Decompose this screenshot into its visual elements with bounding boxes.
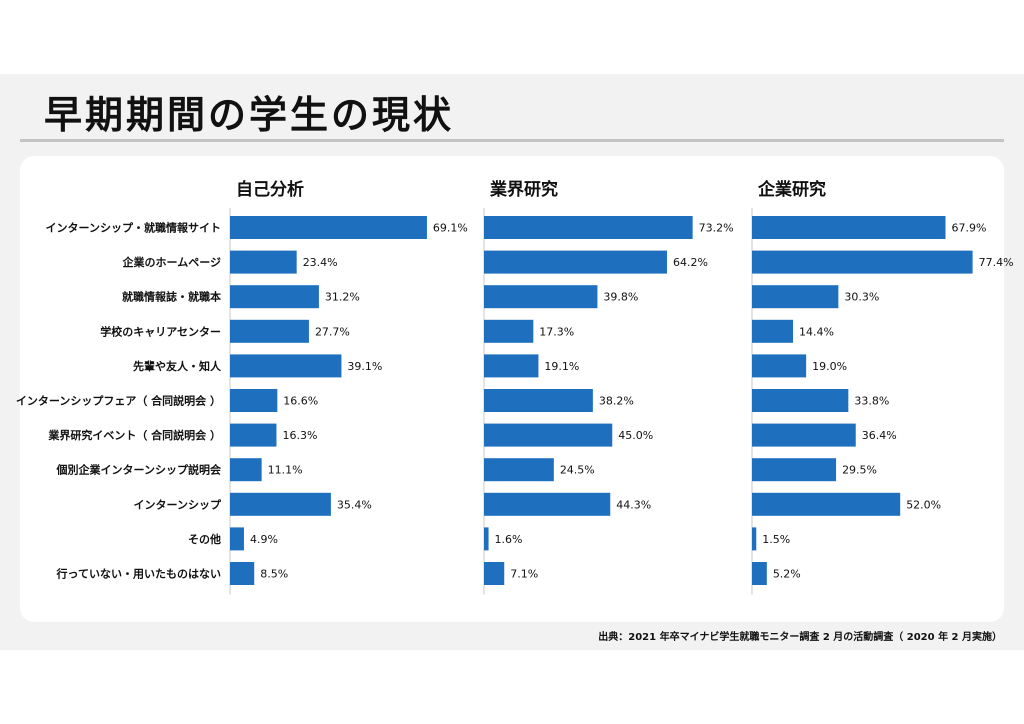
data-label: 39.1% <box>347 360 382 373</box>
category-label: 企業のホームページ <box>122 255 221 269</box>
bar <box>230 423 277 447</box>
bar <box>484 389 593 412</box>
data-label: 67.9% <box>952 222 987 235</box>
data-label: 33.8% <box>854 395 889 408</box>
bar <box>752 354 807 378</box>
bar <box>230 492 331 516</box>
bar <box>484 250 667 274</box>
title-divider <box>20 139 1004 142</box>
data-label: 38.2% <box>599 395 634 408</box>
bar <box>752 250 973 274</box>
data-label: 14.4% <box>799 325 834 338</box>
bar <box>752 319 794 343</box>
bar <box>230 319 309 343</box>
category-label: インターンシップフェア（ 合同説明会 ） <box>16 394 221 408</box>
data-label: 16.3% <box>282 429 317 442</box>
data-label: 36.4% <box>862 429 897 442</box>
data-label: 19.0% <box>812 360 847 373</box>
bar <box>230 458 262 482</box>
data-label: 69.1% <box>433 222 468 235</box>
bar <box>230 216 427 239</box>
data-label: 8.5% <box>260 568 288 581</box>
panel-title: 企業研究 <box>757 179 826 200</box>
data-label: 73.2% <box>699 222 734 235</box>
bar <box>230 285 319 309</box>
data-label: 45.0% <box>618 429 653 442</box>
data-label: 1.6% <box>495 533 523 546</box>
data-label: 16.6% <box>283 395 318 408</box>
bar <box>752 458 837 482</box>
bar <box>484 319 534 343</box>
data-label: 24.5% <box>560 464 595 477</box>
data-label: 27.7% <box>315 325 350 338</box>
bar <box>230 527 244 551</box>
bar <box>484 562 505 585</box>
data-label: 7.1% <box>510 568 538 581</box>
data-label: 52.0% <box>906 498 941 511</box>
bar <box>230 389 278 412</box>
bar <box>484 527 489 551</box>
bar <box>230 562 255 585</box>
bar <box>752 216 946 239</box>
bar <box>484 216 693 239</box>
bar <box>484 492 611 516</box>
data-label: 4.9% <box>250 533 278 546</box>
data-label: 19.1% <box>544 360 579 373</box>
panel-title: 自己分析 <box>236 179 304 200</box>
bar <box>752 492 901 516</box>
data-label: 35.4% <box>337 498 372 511</box>
bar <box>230 354 342 378</box>
bar <box>752 562 767 585</box>
category-label: 就職情報誌・就職本 <box>122 290 221 304</box>
bar <box>752 527 757 551</box>
data-label: 30.3% <box>844 291 879 304</box>
category-label: 学校のキャリアセンター <box>100 324 221 338</box>
category-label: インターンシップ・就職情報サイト <box>46 221 221 235</box>
data-label: 29.5% <box>842 464 877 477</box>
data-label: 1.5% <box>762 533 790 546</box>
category-label: 個別企業インターンシップ説明会 <box>56 463 222 477</box>
bar <box>230 250 297 274</box>
data-label: 5.2% <box>773 568 801 581</box>
category-label: インターンシップ <box>134 497 222 511</box>
page-title: 早期期間の学生の現状 <box>44 93 455 137</box>
data-label: 39.8% <box>603 291 638 304</box>
category-label: その他 <box>188 532 221 546</box>
data-label: 23.4% <box>303 256 338 269</box>
panel-title: 業界研究 <box>490 179 558 200</box>
bar <box>752 423 856 447</box>
bar <box>484 285 598 309</box>
bar <box>752 285 839 309</box>
bar <box>484 423 613 447</box>
category-label: 業界研究イベント（ 合同説明会 ） <box>47 428 221 442</box>
data-label: 17.3% <box>539 325 574 338</box>
data-label: 44.3% <box>616 498 651 511</box>
bar <box>752 389 849 412</box>
category-label: 行っていない・用いたものはない <box>56 567 221 581</box>
data-label: 64.2% <box>673 256 708 269</box>
data-label: 31.2% <box>325 291 360 304</box>
data-label: 77.4% <box>979 256 1014 269</box>
source-note: 出典：2021 年卒マイナビ学生就職モニター調査 2 月の活動調査（ 2020 … <box>598 632 1002 643</box>
category-label: 先輩や友人・知人 <box>133 359 222 373</box>
data-label: 11.1% <box>268 464 303 477</box>
bar <box>484 354 539 378</box>
bar <box>484 458 554 482</box>
